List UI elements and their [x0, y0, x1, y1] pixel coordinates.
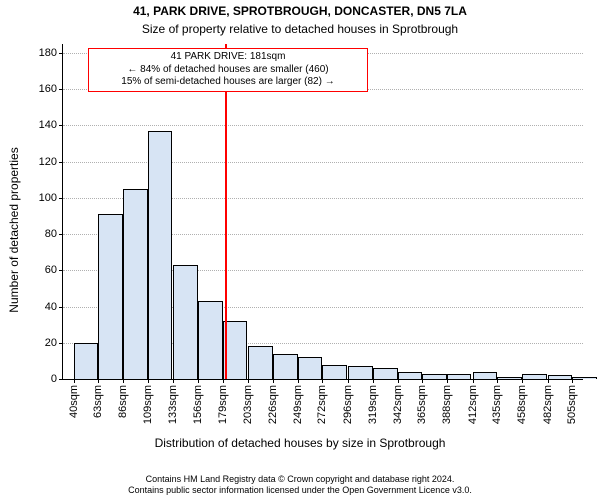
xtick-label: 109sqm	[142, 385, 154, 424]
histogram-bar	[248, 346, 273, 379]
histogram-bar	[572, 377, 597, 379]
attribution-line-1: Contains HM Land Registry data © Crown c…	[0, 474, 600, 485]
xtick-label: 482sqm	[542, 385, 554, 424]
histogram-bar	[398, 372, 423, 379]
xtick-mark	[398, 379, 399, 383]
ytick-label: 40	[45, 301, 63, 313]
xtick-label: 86sqm	[117, 385, 129, 418]
histogram-bar	[322, 365, 347, 379]
xtick-mark	[373, 379, 374, 383]
histogram-bar	[473, 372, 498, 379]
xtick-mark	[273, 379, 274, 383]
ytick-label: 100	[39, 192, 63, 204]
ytick-label: 0	[51, 373, 63, 385]
histogram-bar	[173, 265, 198, 379]
chart-title-line2: Size of property relative to detached ho…	[0, 22, 600, 36]
xtick-mark	[447, 379, 448, 383]
xtick-label: 179sqm	[217, 385, 229, 424]
histogram-bar	[98, 214, 123, 379]
xtick-mark	[123, 379, 124, 383]
ytick-label: 140	[39, 119, 63, 131]
xtick-mark	[322, 379, 323, 383]
histogram-bar	[273, 354, 298, 379]
xtick-label: 458sqm	[516, 385, 528, 424]
attribution-line-2: Contains public sector information licen…	[0, 485, 600, 496]
xtick-label: 388sqm	[441, 385, 453, 424]
xtick-label: 435sqm	[491, 385, 503, 424]
xtick-mark	[548, 379, 549, 383]
annotation-line-1: 41 PARK DRIVE: 181sqm	[93, 51, 363, 64]
xtick-mark	[522, 379, 523, 383]
xtick-label: 226sqm	[267, 385, 279, 424]
histogram-bar	[522, 374, 547, 379]
ytick-label: 20	[45, 337, 63, 349]
histogram-bar	[74, 343, 99, 379]
histogram-bar	[348, 366, 373, 379]
gridline	[63, 125, 583, 126]
xtick-mark	[422, 379, 423, 383]
xtick-label: 296sqm	[342, 385, 354, 424]
xtick-label: 249sqm	[292, 385, 304, 424]
ytick-label: 180	[39, 47, 63, 59]
marker-line	[225, 44, 227, 379]
y-axis-label-container: Number of detached properties	[6, 0, 22, 500]
xtick-mark	[572, 379, 573, 383]
histogram-bar	[497, 377, 522, 379]
xtick-label: 63sqm	[92, 385, 104, 418]
xtick-label: 412sqm	[467, 385, 479, 424]
xtick-label: 505sqm	[566, 385, 578, 424]
gridline	[63, 162, 583, 163]
xtick-mark	[74, 379, 75, 383]
histogram-bar	[422, 374, 447, 379]
histogram-bar	[298, 357, 323, 379]
histogram-bar	[373, 368, 398, 379]
xtick-label: 40sqm	[68, 385, 80, 418]
histogram-bar	[123, 189, 148, 379]
attribution-text: Contains HM Land Registry data © Crown c…	[0, 474, 600, 497]
xtick-label: 272sqm	[316, 385, 328, 424]
histogram-bar	[548, 375, 573, 379]
annotation-box: 41 PARK DRIVE: 181sqm ← 84% of detached …	[88, 48, 368, 92]
x-axis-label: Distribution of detached houses by size …	[0, 436, 600, 450]
ytick-label: 60	[45, 264, 63, 276]
xtick-mark	[473, 379, 474, 383]
xtick-mark	[298, 379, 299, 383]
xtick-label: 319sqm	[367, 385, 379, 424]
histogram-bar	[198, 301, 223, 379]
xtick-mark	[248, 379, 249, 383]
xtick-label: 203sqm	[242, 385, 254, 424]
xtick-label: 365sqm	[416, 385, 428, 424]
ytick-label: 160	[39, 83, 63, 95]
xtick-mark	[198, 379, 199, 383]
annotation-line-3: 15% of semi-detached houses are larger (…	[93, 76, 363, 89]
histogram-bar	[148, 131, 173, 379]
xtick-label: 133sqm	[167, 385, 179, 424]
chart-container: 41, PARK DRIVE, SPROTBROUGH, DONCASTER, …	[0, 0, 600, 500]
xtick-mark	[223, 379, 224, 383]
annotation-line-2: ← 84% of detached houses are smaller (46…	[93, 64, 363, 77]
xtick-label: 156sqm	[192, 385, 204, 424]
ytick-label: 120	[39, 156, 63, 168]
ytick-label: 80	[45, 228, 63, 240]
xtick-mark	[98, 379, 99, 383]
xtick-mark	[497, 379, 498, 383]
xtick-mark	[173, 379, 174, 383]
chart-title-line1: 41, PARK DRIVE, SPROTBROUGH, DONCASTER, …	[0, 4, 600, 18]
xtick-label: 342sqm	[392, 385, 404, 424]
histogram-bar	[447, 374, 472, 379]
plot-area: 02040608010012014016018040sqm63sqm86sqm1…	[62, 44, 583, 380]
y-axis-label: Number of detached properties	[7, 147, 21, 312]
xtick-mark	[148, 379, 149, 383]
xtick-mark	[348, 379, 349, 383]
